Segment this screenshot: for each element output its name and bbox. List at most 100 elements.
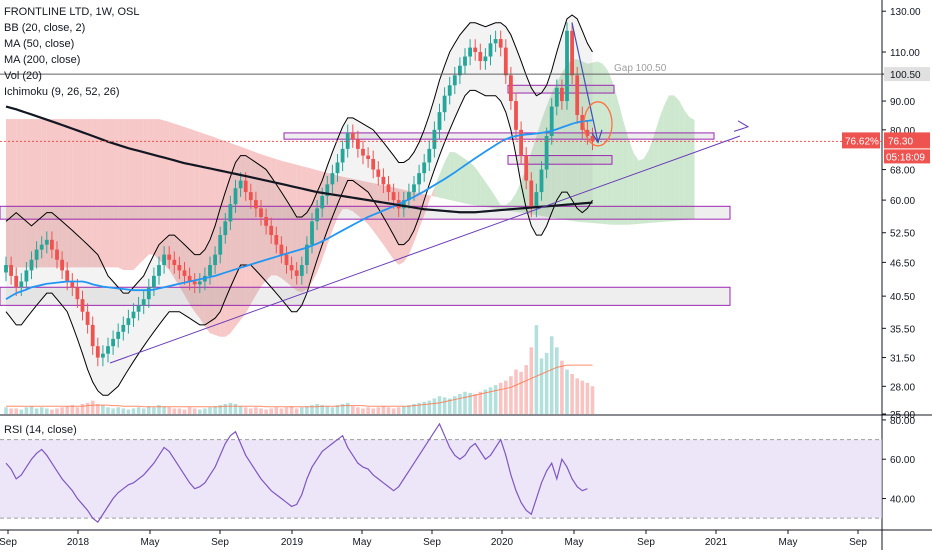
candle-body[interactable] [60,259,64,271]
candle-body[interactable] [356,139,360,149]
candle-body[interactable] [141,299,146,306]
candle-body[interactable] [519,129,523,156]
candle-body[interactable] [182,270,187,276]
candle-body[interactable] [14,275,19,288]
candle-body[interactable] [213,254,217,266]
candle-body[interactable] [498,39,503,48]
candle-body[interactable] [483,56,488,62]
candle-body[interactable] [90,324,95,347]
candle-body[interactable] [458,65,462,76]
candle-body[interactable] [345,132,350,149]
candle-body[interactable] [39,244,44,250]
candle-body[interactable] [447,85,452,96]
candle-body[interactable] [248,192,253,201]
candle-body[interactable] [381,176,386,185]
candle-body[interactable] [539,169,544,193]
candle-body[interactable] [361,148,365,156]
candle-body[interactable] [4,265,8,273]
candle-body[interactable] [529,180,534,209]
candle-body[interactable] [335,162,340,174]
candle-body[interactable] [269,225,274,236]
candle-body[interactable] [152,275,156,288]
candle-body[interactable] [80,299,85,312]
candle-body[interactable] [264,216,268,226]
candle-body[interactable] [386,184,391,193]
candle-body[interactable] [590,136,595,142]
candle-body[interactable] [19,281,24,288]
rsi-legend[interactable]: RSI (14, close) [4,424,77,436]
indicator-ma200[interactable]: MA (200, close) [4,54,81,66]
candle-body[interactable] [575,75,580,116]
candle-body[interactable] [437,112,442,130]
candle-body[interactable] [243,180,248,193]
candle-body[interactable] [157,265,161,276]
candle-body[interactable] [116,331,121,339]
candle-body[interactable] [432,129,437,149]
candle-body[interactable] [167,254,172,260]
candle-body[interactable] [85,311,90,325]
candle-body[interactable] [228,204,233,222]
candle-body[interactable] [274,235,279,245]
candle-body[interactable] [560,87,564,102]
candle-body[interactable] [468,47,472,57]
candle-body[interactable] [391,192,396,201]
candle-body[interactable] [44,239,49,245]
candle-body[interactable] [534,192,539,209]
candle-body[interactable] [238,180,243,189]
candle-body[interactable] [509,75,513,102]
support-resistance-zone[interactable] [507,155,613,165]
candle-body[interactable] [330,173,335,185]
candle-body[interactable] [417,173,421,185]
candle-body[interactable] [565,30,569,102]
candle-body[interactable] [233,188,238,205]
candle-body[interactable] [549,106,554,137]
candle-body[interactable] [131,311,136,319]
candle-body[interactable] [544,136,549,170]
candle-body[interactable] [320,196,325,209]
candle-body[interactable] [75,287,80,300]
candle-body[interactable] [208,265,212,276]
indicator-vol[interactable]: Vol (20) [4,70,42,82]
candle-body[interactable] [55,249,59,260]
indicator-ichimoku[interactable]: Ichimoku (9, 26, 52, 26) [4,86,120,98]
candle-body[interactable] [427,148,432,163]
candle-body[interactable] [218,235,223,255]
candle-body[interactable] [34,249,39,260]
trend-line[interactable] [109,135,741,364]
candle-body[interactable] [254,200,258,209]
candle-body[interactable] [146,287,151,300]
candle-body[interactable] [50,239,54,250]
candle-body[interactable] [473,47,478,53]
candle-body[interactable] [401,200,406,209]
candle-body[interactable] [279,244,284,255]
candle-body[interactable] [315,208,319,222]
candle-body[interactable] [371,158,376,170]
support-resistance-zone[interactable] [0,286,731,306]
candle-body[interactable] [197,281,202,285]
candle-body[interactable] [29,259,34,271]
candle-body[interactable] [340,148,345,163]
candle-body[interactable] [325,184,330,197]
candle-body[interactable] [488,43,493,57]
support-resistance-zone[interactable] [0,205,731,220]
candle-body[interactable] [524,155,529,181]
indicator-ma50[interactable]: MA (50, close) [4,38,75,50]
candle-body[interactable] [422,162,427,174]
candle-body[interactable] [442,95,447,113]
candle-body[interactable] [101,353,105,358]
indicator-bb[interactable]: BB (20, close, 2) [4,22,86,34]
candle-body[interactable] [136,305,141,312]
candle-body[interactable] [452,75,457,86]
candle-body[interactable] [126,318,131,325]
candle-body[interactable] [585,129,590,137]
candle-body[interactable] [111,338,115,347]
support-resistance-zone[interactable] [283,132,715,140]
candle-body[interactable] [187,275,192,282]
candle-body[interactable] [412,184,416,193]
candle-body[interactable] [580,115,585,130]
candle-body[interactable] [177,265,182,271]
candle-body[interactable] [284,254,289,266]
projection-line[interactable] [571,22,599,143]
symbol-title[interactable]: FRONTLINE LTD, 1W, OSL [4,6,140,18]
